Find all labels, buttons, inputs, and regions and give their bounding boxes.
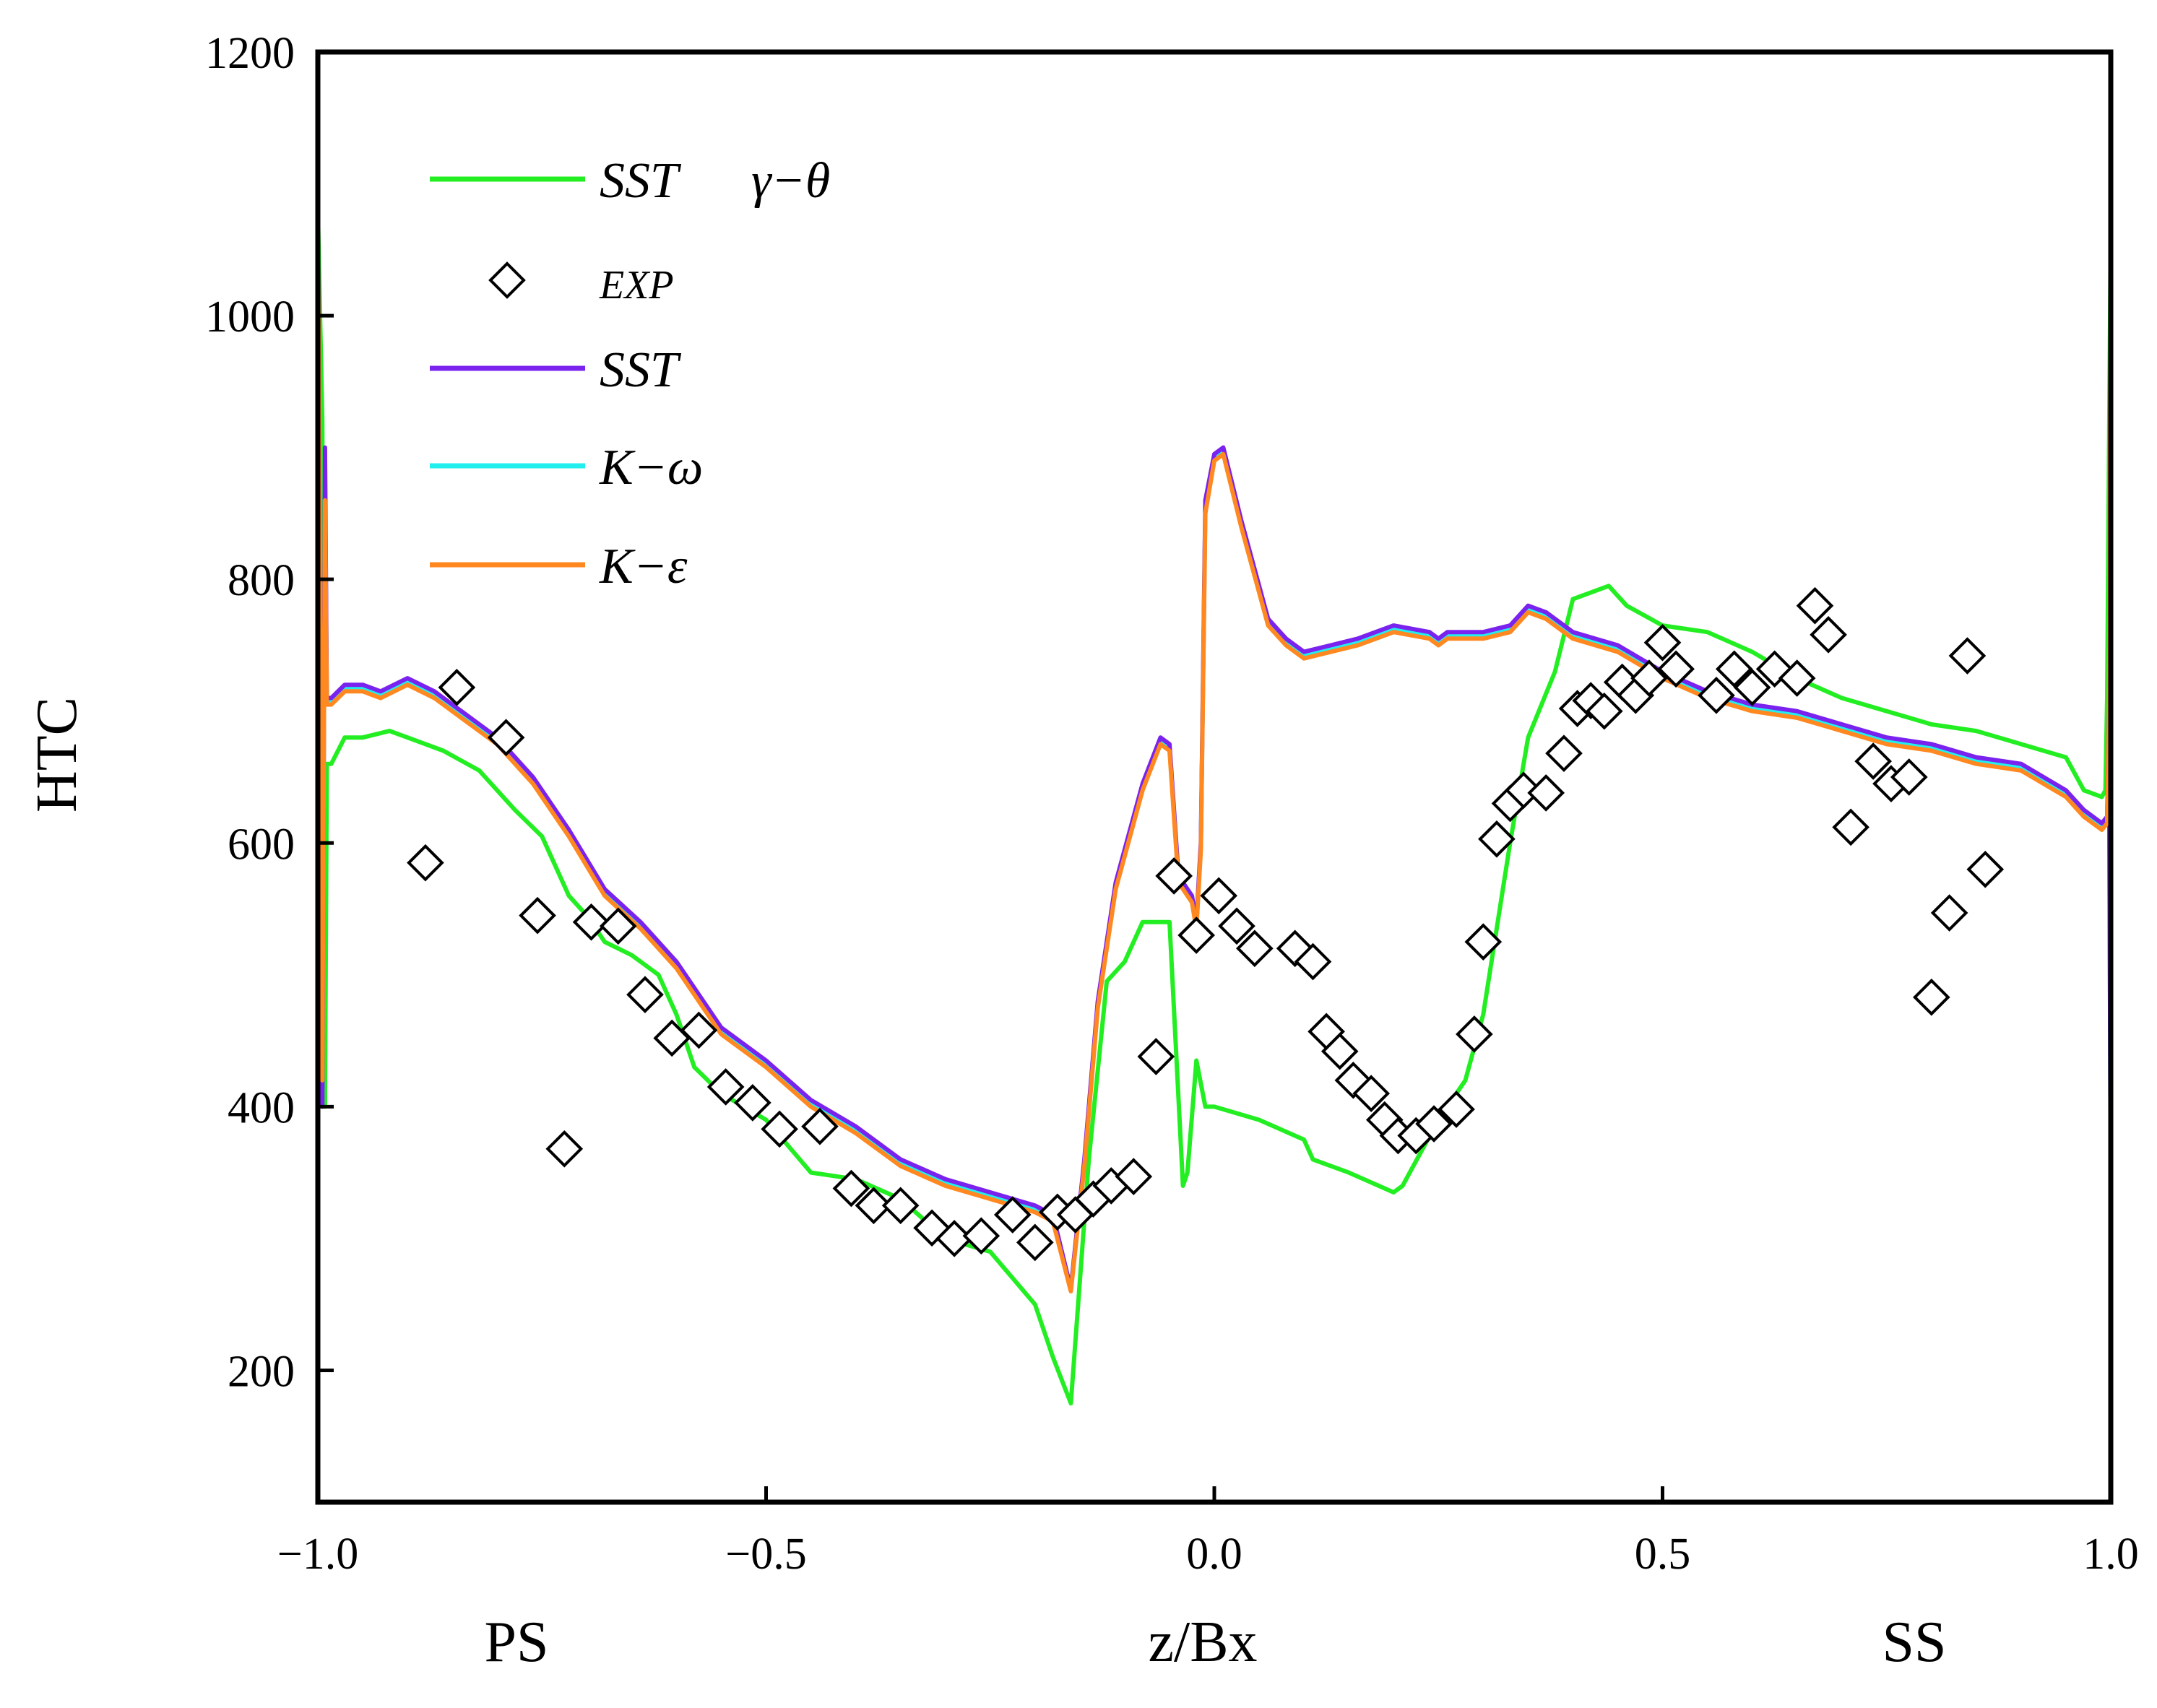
- exp-point: [1698, 676, 1735, 714]
- exp-point: [1810, 616, 1847, 654]
- x-tick-label: −0.5: [725, 1530, 806, 1579]
- exp-point: [1137, 1038, 1175, 1075]
- legend: SST γ−θ EXP SST K−ω K−ε: [430, 153, 830, 594]
- exp-point: [1415, 1105, 1453, 1143]
- y-tick-label: 200: [228, 1347, 295, 1396]
- exp-point: [572, 903, 610, 941]
- exp-point: [881, 1187, 920, 1225]
- legend-label-3: K−ω: [599, 440, 703, 495]
- exp-point: [1200, 877, 1238, 915]
- y-tick-label: 1000: [205, 292, 295, 342]
- exp-point: [1016, 1223, 1054, 1262]
- exp-point: [761, 1110, 798, 1148]
- exp-point: [1948, 637, 1987, 675]
- exp-point: [487, 719, 525, 757]
- exp-point: [1715, 650, 1753, 688]
- legend-label-0: SST: [600, 153, 682, 209]
- exp-point: [407, 844, 444, 882]
- axes: −1.0 −0.5 0.0 0.5 1.0 200 400 600 800 1000 1200: [205, 29, 2139, 1579]
- exp-point: [1832, 808, 1869, 846]
- exp-point: [680, 1011, 718, 1049]
- exp-point: [1352, 1075, 1391, 1112]
- side-label-ps: PS: [485, 1611, 549, 1674]
- exp-point: [1733, 669, 1771, 706]
- exp-point: [1218, 907, 1255, 945]
- exp-point: [1236, 929, 1274, 968]
- exp-point: [1643, 623, 1682, 662]
- exp-point: [1438, 1091, 1475, 1128]
- exp-point: [801, 1107, 839, 1145]
- exp-point: [1115, 1158, 1153, 1195]
- exp-point: [626, 976, 664, 1014]
- exp-point: [1854, 742, 1892, 780]
- plot-frame: [315, 49, 2114, 1505]
- exp-point: [1527, 774, 1565, 812]
- series-line-1: [316, 181, 2113, 1291]
- y-tick-label: 600: [228, 820, 295, 869]
- legend-label-extra-0: γ−θ: [751, 153, 830, 209]
- x-tick-label: 1.0: [2083, 1530, 2139, 1579]
- exp-point: [1890, 758, 1928, 796]
- exp-point: [962, 1217, 1000, 1255]
- side-label-ss: SS: [1882, 1611, 1947, 1674]
- exp-point: [653, 1019, 691, 1057]
- series-line-3: [316, 181, 2113, 1293]
- exp-point: [1320, 1032, 1359, 1070]
- x-tick-label: 0.0: [1186, 1530, 1242, 1579]
- legend-swatch-1: [488, 261, 526, 299]
- y-axis-title: HTC: [25, 697, 89, 812]
- exp-point: [1657, 650, 1695, 688]
- legend-label-4: K−ε: [599, 539, 688, 594]
- exp-point: [1966, 850, 2005, 888]
- exp-point: [855, 1187, 893, 1225]
- exp-point: [706, 1068, 745, 1106]
- exp-point: [1912, 979, 1950, 1016]
- plot-area: [316, 181, 2113, 1406]
- exp-point: [993, 1196, 1032, 1234]
- exp-point: [1586, 692, 1623, 730]
- x-axis-title: z/Bx: [1148, 1611, 1257, 1674]
- exp-point: [1276, 929, 1314, 968]
- exp-point: [1294, 942, 1332, 981]
- y-tick-label: 800: [228, 556, 295, 605]
- exp-point: [1545, 734, 1583, 772]
- exp-point: [1456, 1015, 1493, 1053]
- exp-point: [1464, 923, 1503, 961]
- exp-point: [1796, 586, 1834, 625]
- exp-point: [1778, 659, 1816, 697]
- x-tick-label: −1.0: [277, 1530, 358, 1579]
- exp-point: [1155, 857, 1193, 895]
- exp-point: [599, 907, 637, 945]
- y-tick-label: 1200: [205, 29, 295, 78]
- exp-point: [1478, 820, 1516, 858]
- exp-point: [1177, 916, 1216, 954]
- exp-point: [438, 669, 476, 706]
- series-line-2: [316, 181, 2113, 1291]
- exp-point: [519, 896, 556, 935]
- exp-point: [1630, 659, 1668, 697]
- exp-point: [832, 1169, 870, 1208]
- y-tick-label: 400: [228, 1083, 295, 1132]
- exp-point: [734, 1084, 771, 1122]
- exp-point: [1755, 650, 1794, 688]
- exp-point: [545, 1130, 584, 1168]
- exp-point: [935, 1220, 973, 1257]
- series-line-0: [316, 208, 2113, 1406]
- x-tick-label: 0.5: [1635, 1530, 1691, 1579]
- legend-label-1: EXP: [599, 263, 674, 308]
- legend-label-2: SST: [600, 342, 682, 398]
- exp-point: [1930, 894, 1968, 932]
- exp-point: [1505, 771, 1542, 810]
